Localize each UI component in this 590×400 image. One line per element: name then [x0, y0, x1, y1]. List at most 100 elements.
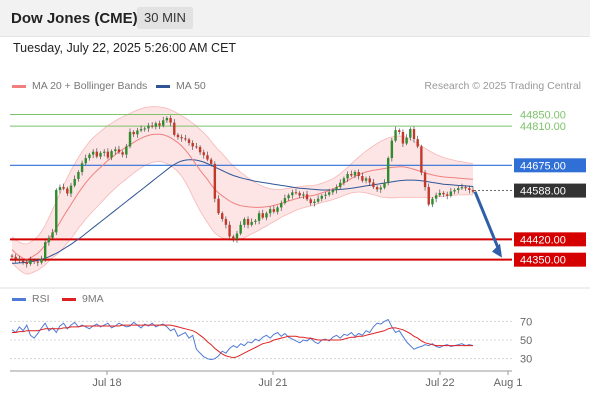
candle — [165, 116, 169, 123]
candle — [243, 217, 246, 228]
candle-body — [364, 178, 368, 181]
bollinger-band-fill — [12, 106, 473, 275]
candle-body — [18, 259, 21, 261]
candle-body — [147, 125, 150, 129]
candle — [21, 259, 25, 265]
candle-body — [350, 174, 353, 176]
last-tag-label: 44588.00 — [520, 186, 566, 198]
candle-body — [287, 195, 290, 199]
candle-body — [198, 147, 202, 153]
x-tick-label: Jul 22 — [425, 377, 454, 389]
candle — [191, 140, 194, 150]
candle-body — [209, 159, 213, 164]
candle — [412, 126, 416, 143]
candle — [460, 183, 464, 190]
candle-body — [261, 213, 264, 218]
support-tag-label: 44350.00 — [520, 255, 566, 267]
x-tick-label: Jul 21 — [258, 377, 287, 389]
candle-body — [58, 187, 62, 190]
candle — [128, 128, 132, 149]
candle-body — [43, 242, 47, 260]
forecast-arrow-head — [492, 243, 502, 258]
candle-body — [257, 213, 261, 221]
candle-body — [162, 120, 165, 126]
candle — [10, 253, 14, 260]
candle — [91, 149, 95, 159]
candle — [69, 183, 73, 197]
candle-body — [442, 192, 445, 195]
candle-body — [165, 118, 169, 121]
candle — [114, 146, 117, 155]
candle-body — [246, 219, 250, 225]
ma20-swatch — [12, 84, 26, 88]
candle-body — [291, 192, 294, 196]
bollinger-lower-line — [11, 161, 473, 275]
candle — [431, 196, 434, 208]
rsi-tick-label: 50 — [520, 335, 532, 347]
candle — [357, 169, 360, 180]
candle — [217, 195, 220, 215]
candle — [132, 130, 135, 137]
candle-body — [427, 187, 430, 205]
candle — [77, 170, 80, 182]
candle — [176, 133, 180, 140]
support-tag-label: 44420.00 — [520, 234, 566, 246]
candle-body — [302, 194, 305, 196]
x-tick-label: Jul 18 — [92, 377, 121, 389]
candle-body — [21, 260, 25, 262]
candle — [331, 188, 335, 195]
candle — [125, 143, 128, 159]
candle — [438, 189, 442, 197]
candle — [468, 185, 471, 194]
candle-body — [423, 172, 427, 188]
candle-body — [73, 178, 76, 186]
candle-body — [283, 198, 287, 204]
candle-body — [62, 187, 65, 189]
candle — [206, 151, 209, 162]
candle-body — [235, 233, 239, 240]
candle-body — [176, 134, 180, 138]
candle — [457, 185, 460, 194]
candle-body — [420, 146, 423, 173]
candle — [239, 221, 242, 236]
candle-body — [405, 137, 408, 144]
candle-body — [150, 125, 154, 127]
candle-body — [357, 172, 360, 177]
candle-body — [66, 188, 69, 194]
candle — [280, 200, 283, 211]
candle — [453, 188, 456, 195]
candle — [29, 256, 32, 266]
candle-body — [457, 188, 460, 190]
candle — [265, 211, 268, 221]
candle — [272, 205, 276, 214]
candle-body — [250, 221, 253, 225]
candle — [305, 190, 309, 202]
ma50-swatch — [156, 84, 170, 88]
candle — [66, 186, 69, 197]
candle — [394, 126, 397, 143]
candle-body — [91, 151, 95, 155]
candle — [158, 120, 161, 130]
candle-body — [125, 146, 128, 155]
candle-body — [361, 176, 364, 181]
candle-body — [346, 174, 349, 179]
candle — [298, 191, 301, 199]
candle-body — [368, 178, 371, 183]
candle-body — [449, 191, 453, 196]
candle-body — [228, 224, 231, 237]
candle-body — [103, 151, 106, 153]
candle — [313, 199, 316, 207]
rsi-label: RSI — [32, 293, 50, 305]
candle — [18, 255, 21, 263]
candle-body — [88, 154, 91, 159]
candle — [364, 176, 368, 184]
candle-body — [99, 152, 102, 157]
candle — [150, 122, 154, 129]
timeframe-badge[interactable]: 30 MIN — [137, 7, 193, 29]
candle — [261, 209, 264, 220]
candle-body — [438, 192, 442, 196]
candle — [173, 119, 176, 137]
candle — [368, 175, 371, 186]
